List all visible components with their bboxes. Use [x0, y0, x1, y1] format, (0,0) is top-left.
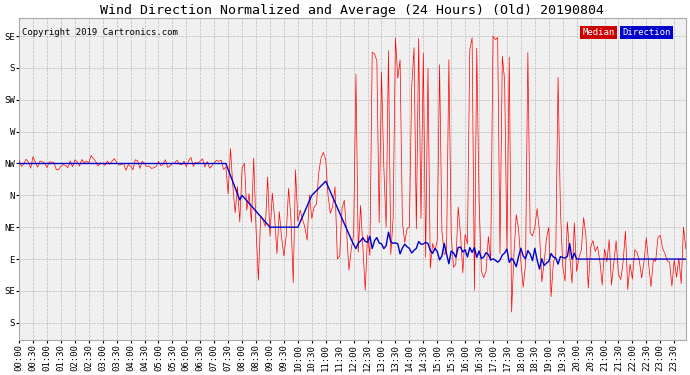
Text: Direction: Direction: [622, 28, 671, 37]
Title: Wind Direction Normalized and Average (24 Hours) (Old) 20190804: Wind Direction Normalized and Average (2…: [101, 4, 604, 17]
Text: Median: Median: [582, 28, 615, 37]
Text: Copyright 2019 Cartronics.com: Copyright 2019 Cartronics.com: [22, 28, 178, 37]
